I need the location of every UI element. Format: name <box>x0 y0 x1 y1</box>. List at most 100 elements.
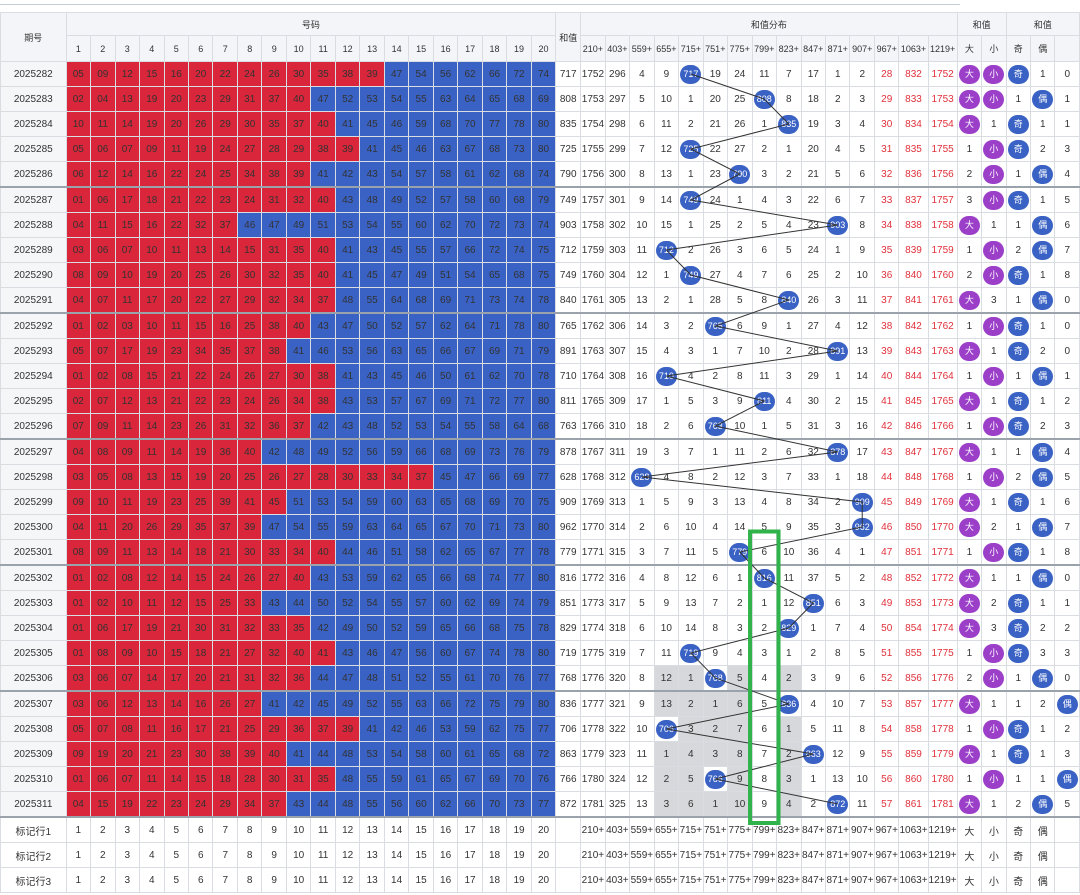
sum-dist-omission: 304 <box>604 262 631 288</box>
sum-dist-omission: 1780 <box>927 766 958 792</box>
drawn-number: 07 <box>114 237 141 263</box>
issue-number: 2025298 <box>0 464 67 490</box>
drawn-number: 07 <box>90 338 116 364</box>
drawn-number: 38 <box>261 338 287 364</box>
drawn-number: 06 <box>90 615 116 641</box>
sum-dist-omission: 2 <box>702 716 729 742</box>
drawn-number: 38 <box>261 161 287 188</box>
sum-dist-omission: 1 <box>776 136 802 162</box>
drawn-number: 21 <box>163 186 190 213</box>
size-omission: 1 <box>981 438 1007 465</box>
drawn-number: 09 <box>65 489 92 515</box>
table-row: 2025284 10 11 14 19 20 26 29 30 35 37 40 41 45 46 59 68 7… <box>0 111 1080 137</box>
parity-omission: 2 <box>1005 237 1032 263</box>
drawn-number: 38 <box>334 61 361 87</box>
drawn-number: 54 <box>359 590 385 616</box>
drawn-number: 09 <box>139 136 165 162</box>
sum-dist-hit: 962 <box>849 514 875 540</box>
drawn-number: 79 <box>530 438 557 465</box>
drawn-number: 57 <box>408 590 434 616</box>
footer-number: 4 <box>139 842 165 868</box>
size-hit: 大 <box>956 438 983 465</box>
drawn-number: 07 <box>90 388 116 414</box>
sum-dist-omission: 319 <box>604 640 631 666</box>
drawn-number: 48 <box>359 186 385 213</box>
size-ball: 小 <box>983 769 1005 789</box>
size-omission: 1 <box>956 413 983 440</box>
size-omission: 1 <box>981 111 1007 137</box>
drawn-number: 16 <box>212 312 238 339</box>
odd-header: 奇 <box>1005 35 1032 62</box>
drawn-number: 74 <box>506 590 532 616</box>
sum-dist-omission: 34 <box>873 212 900 238</box>
sum-dist-omission: 1 <box>751 590 778 616</box>
size-ball: 小 <box>983 240 1005 260</box>
drawn-number: 35 <box>261 111 287 137</box>
sum-ball: 749 <box>680 190 702 210</box>
sum-dist-omission: 2 <box>824 262 851 288</box>
parity-omission: 2 <box>1054 716 1080 742</box>
drawn-number: 48 <box>359 413 385 440</box>
drawn-number: 23 <box>163 413 190 440</box>
sum-dist-omission: 8 <box>776 86 802 112</box>
size-hit: 小 <box>981 766 1007 792</box>
drawn-number: 49 <box>285 212 312 238</box>
size-ball: 大 <box>958 442 980 462</box>
parity-omission: 0 <box>1054 61 1080 87</box>
drawn-number: 25 <box>236 716 263 742</box>
drawn-number: 37 <box>261 791 287 818</box>
sum-dist-hit: 840 <box>776 287 802 314</box>
drawn-number: 70 <box>481 791 508 818</box>
dist-col-header: 847+ <box>800 35 827 62</box>
sum-dist-omission: 1760 <box>580 262 606 288</box>
sum-dist-omission: 5 <box>800 716 827 742</box>
parity-ball: 偶 <box>1056 694 1078 714</box>
drawn-number: 68 <box>506 161 532 188</box>
drawn-number: 69 <box>481 590 508 616</box>
drawn-number: 50 <box>310 590 336 616</box>
sum-dist-omission: 1764 <box>927 363 958 389</box>
parity-omission: 2 <box>1029 413 1056 440</box>
drawn-number: 06 <box>90 136 116 162</box>
size-hit: 小 <box>981 86 1007 112</box>
drawn-number: 50 <box>432 363 459 389</box>
size-ball: 大 <box>958 64 980 84</box>
drawn-number: 72 <box>530 741 557 767</box>
footer-number: 6 <box>187 842 214 868</box>
sum-dist-omission: 2 <box>824 388 851 414</box>
drawn-number: 32 <box>261 262 287 288</box>
drawn-number: 31 <box>236 86 263 112</box>
sum-dist-hit: 719 <box>678 640 704 666</box>
parity-omission: 2 <box>1029 615 1056 641</box>
drawn-number: 04 <box>65 287 92 314</box>
dist-col-header: 655+ <box>653 35 680 62</box>
footer-number: 6 <box>187 816 214 843</box>
sum-dist-omission: 1768 <box>580 464 606 490</box>
drawn-number: 46 <box>383 111 410 137</box>
size-ball: 小 <box>983 467 1005 487</box>
sum-value: 766 <box>555 766 582 792</box>
drawn-number: 74 <box>481 640 508 666</box>
drawn-number: 37 <box>408 464 434 490</box>
sum-header: 和值 <box>555 12 582 62</box>
drawn-number: 55 <box>383 690 410 717</box>
drawn-number: 32 <box>261 640 287 666</box>
footer-small: 小 <box>981 842 1007 868</box>
sum-dist-omission: 55 <box>873 741 900 767</box>
sum-dist-omission: 835 <box>898 136 929 162</box>
drawn-number: 16 <box>163 716 190 742</box>
sum-dist-omission: 1 <box>751 111 778 137</box>
table-row: 2025311 04 15 19 22 23 24 29 34 37 43 44 48 55 56 60 62 6… <box>0 791 1080 818</box>
sum-dist-omission: 11 <box>776 564 802 591</box>
dist-col-header: 823+ <box>776 35 802 62</box>
drawn-number: 39 <box>334 136 361 162</box>
footer-odd: 奇 <box>1005 842 1032 868</box>
sum-dist-omission: 1774 <box>927 615 958 641</box>
size-omission: 1 <box>956 136 983 162</box>
drawn-number: 26 <box>187 111 214 137</box>
sum-dist-omission: 11 <box>849 791 875 818</box>
drawn-number: 78 <box>530 287 557 314</box>
sum-dist-omission: 23 <box>800 212 827 238</box>
table-row: 2025309 09 19 20 21 23 30 38 39 40 41 44 48 53 54 58 60 6… <box>0 741 1080 767</box>
drawn-number: 15 <box>187 590 214 616</box>
